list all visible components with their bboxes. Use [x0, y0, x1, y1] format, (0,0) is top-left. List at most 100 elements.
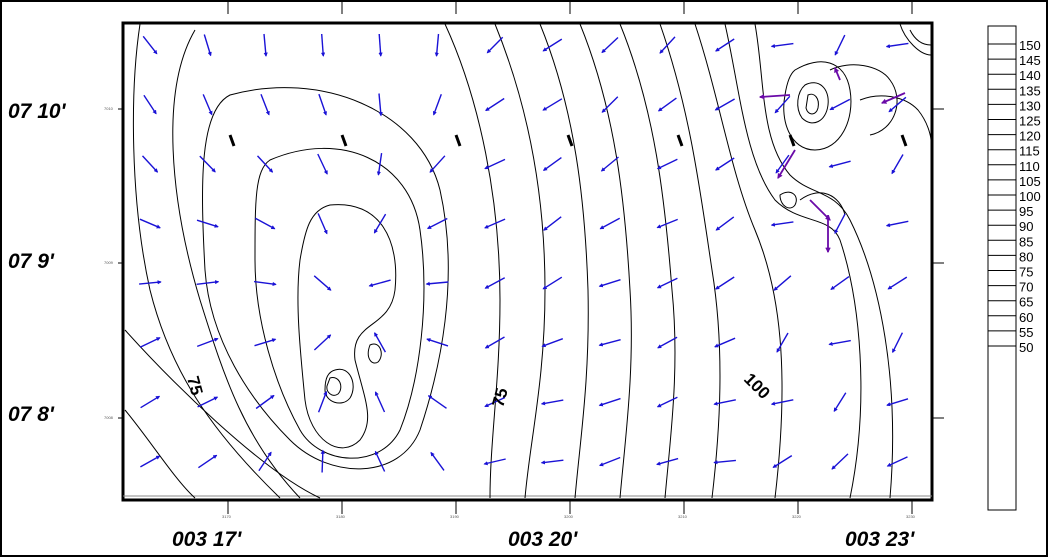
legend-label: 100 — [1019, 189, 1041, 204]
wind-arrow — [542, 98, 563, 111]
wind-arrow — [140, 395, 161, 409]
wind-arrow — [142, 35, 158, 55]
wind-arrow — [656, 457, 679, 466]
wind-arrow — [432, 93, 442, 116]
wind-arrow — [320, 449, 325, 473]
wind-arrow — [770, 221, 794, 227]
wind-arrow — [715, 216, 735, 231]
grid-marker — [454, 134, 462, 147]
wind-arrow — [486, 36, 504, 54]
wind-arrow — [430, 451, 445, 471]
wind-arrow — [254, 338, 277, 347]
wind-arrow — [318, 93, 327, 116]
wind-arrow — [774, 95, 791, 114]
wind-arrow — [542, 276, 563, 290]
wind-arrow — [376, 152, 383, 176]
wind-arrow — [139, 337, 161, 348]
wind-arrow — [829, 98, 851, 111]
wind-arrow — [139, 218, 161, 229]
wind-arrow — [656, 277, 678, 289]
wind-arrow — [885, 220, 909, 228]
wind-arrow-highlight — [834, 67, 841, 81]
wind-arrow — [140, 455, 161, 468]
legend: 1501451401351301251201151101051009590858… — [987, 25, 1041, 511]
wind-arrow — [713, 399, 736, 406]
legend-label: 60 — [1019, 310, 1033, 325]
wind-arrow — [657, 97, 677, 112]
tiny-x-tick: 3180 — [336, 514, 346, 519]
wind-arrow — [599, 217, 621, 230]
tiny-y-tick: 7009 — [104, 260, 114, 265]
wind-arrow — [374, 391, 386, 413]
wind-arrow — [833, 392, 847, 413]
wind-arrow-highlight — [777, 149, 796, 179]
wind-arrow — [373, 332, 387, 353]
legend-label: 145 — [1019, 53, 1041, 68]
wind-arrow — [255, 394, 275, 410]
wind-arrow — [656, 396, 678, 408]
legend-label: 80 — [1019, 249, 1033, 264]
legend-label: 50 — [1019, 340, 1033, 355]
wind-arrow — [426, 338, 449, 347]
legend-label: 55 — [1019, 325, 1033, 340]
wind-arrow-highlight — [881, 92, 906, 104]
wind-arrow — [484, 277, 506, 289]
wind-arrow — [601, 96, 619, 113]
wind-arrow — [254, 217, 276, 230]
wind-arrow — [887, 276, 908, 290]
wind-arrow — [197, 396, 219, 408]
wind-arrow — [199, 155, 216, 173]
legend-label: 110 — [1019, 159, 1040, 174]
legend-label: 70 — [1019, 280, 1033, 295]
legend-label: 75 — [1019, 265, 1033, 280]
wind-arrow — [317, 153, 328, 175]
wind-arrow — [483, 458, 506, 466]
y-label-07-10: 07 10' — [8, 100, 66, 123]
wind-arrow — [139, 280, 162, 285]
wind-arrow — [317, 390, 328, 413]
legend-label: 125 — [1019, 114, 1041, 129]
wind-arrow — [713, 459, 736, 465]
grid-marker — [900, 134, 908, 147]
wind-arrow — [772, 455, 793, 468]
contour-lines — [124, 24, 931, 499]
wind-arrow — [598, 339, 621, 347]
tiny-y-tick: 7010 — [104, 106, 114, 111]
wind-arrow — [426, 217, 448, 230]
wind-arrow — [258, 451, 272, 472]
wind-arrow — [830, 276, 850, 290]
wind-arrow — [425, 281, 449, 286]
wind-arrow — [715, 157, 735, 171]
wind-arrow — [886, 456, 908, 467]
wind-arrow-highlight — [758, 94, 791, 100]
wind-arrow — [542, 157, 562, 171]
wind-arrow — [773, 275, 792, 291]
wind-arrow — [374, 450, 386, 472]
wind-arrow — [434, 33, 440, 57]
legend-label: 90 — [1019, 219, 1033, 234]
wind-arrow — [313, 275, 332, 291]
wind-arrow — [886, 398, 909, 407]
wind-arrow — [429, 155, 446, 173]
wind-arrow — [427, 395, 447, 409]
tiny-x-tick: 3200 — [564, 514, 574, 519]
wind-arrow — [198, 454, 218, 469]
x-label-003-20: 003 20' — [508, 528, 578, 551]
y-label-07-8: 07 8' — [8, 403, 54, 426]
wind-arrow — [891, 332, 904, 354]
wind-arrow — [484, 218, 506, 229]
wind-arrow — [317, 213, 328, 235]
wind-arrow — [254, 280, 277, 287]
grid-marker — [566, 134, 574, 147]
wind-arrow — [714, 98, 735, 111]
wind-arrow — [598, 279, 621, 288]
grid-marker — [788, 134, 796, 147]
wind-arrow — [543, 216, 562, 231]
wind-arrow — [770, 42, 794, 49]
wind-arrow — [320, 33, 326, 57]
wind-arrow — [776, 332, 789, 353]
legend-label: 95 — [1019, 204, 1033, 219]
y-label-07-9: 07 9' — [8, 250, 54, 273]
contour-label: 75 — [489, 386, 512, 409]
